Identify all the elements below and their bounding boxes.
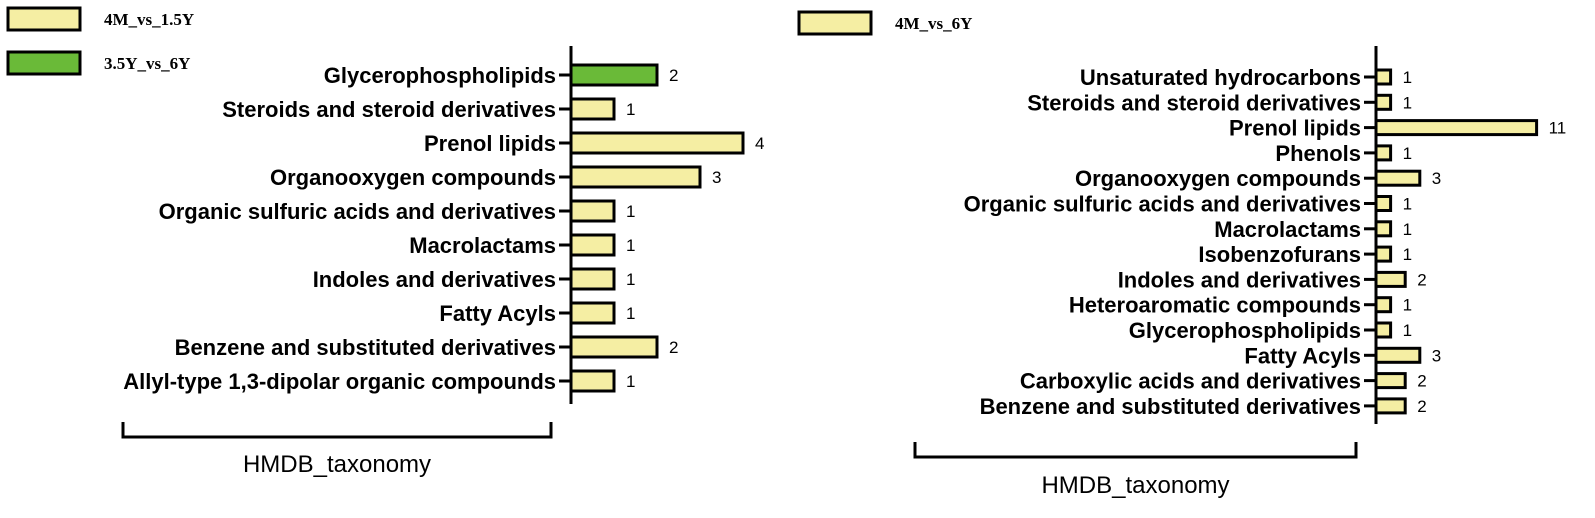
data-label: 1 (626, 202, 635, 221)
category-label: Phenols (1275, 141, 1361, 166)
category-label: Fatty Acyls (1244, 343, 1361, 368)
bar (1374, 372, 1407, 390)
data-label: 1 (626, 270, 635, 289)
category-label: Prenol lipids (424, 131, 556, 156)
category-label: Indoles and derivatives (1118, 267, 1361, 292)
bar (1374, 397, 1407, 415)
data-label: 3 (1432, 346, 1441, 365)
data-label: 3 (712, 168, 721, 187)
right-chart: 4M_vs_6Y Unsaturated hydrocarbons 1 Steroid… (797, 10, 1567, 499)
data-label: 1 (626, 236, 635, 255)
category-label: Allyl-type 1,3-dipolar organic compounds (123, 369, 556, 394)
bar (569, 267, 616, 291)
bar (1374, 220, 1393, 238)
bar (1374, 270, 1407, 288)
category-label: Organic sulfuric acids and derivatives (159, 199, 556, 224)
bar (569, 165, 702, 189)
category-label: Benzene and substituted derivatives (175, 335, 556, 360)
category-label: Glycerophospholipids (1129, 318, 1361, 343)
bar (1374, 119, 1539, 137)
bar (569, 233, 616, 257)
data-label: 2 (1417, 270, 1426, 289)
category-label: Organic sulfuric acids and derivatives (964, 192, 1361, 217)
category-label: Indoles and derivatives (313, 267, 556, 292)
left-chart: 4M_vs_1.5Y 3.5Y_vs_6Y Glycerophospholipids… (6, 6, 764, 478)
legend-label: 4M_vs_1.5Y (104, 10, 194, 29)
category-label: Macrolactams (409, 233, 556, 258)
bar (569, 335, 659, 359)
bar (1374, 346, 1422, 364)
category-label: Macrolactams (1214, 217, 1361, 242)
bar (1374, 68, 1393, 86)
category-label: Steroids and steroid derivatives (222, 97, 556, 122)
bar (1374, 195, 1393, 212)
category-label: Carboxylic acids and derivatives (1020, 369, 1361, 394)
data-label: 2 (1417, 397, 1426, 416)
data-label: 1 (1403, 296, 1412, 315)
data-label: 1 (1403, 321, 1412, 340)
legend-swatch (6, 50, 82, 76)
data-label: 11 (1549, 119, 1567, 138)
bar (1374, 296, 1393, 314)
data-label: 3 (1432, 169, 1441, 188)
bar (569, 97, 616, 121)
bar (569, 199, 616, 223)
data-label: 1 (626, 100, 635, 119)
data-label: 1 (1403, 245, 1412, 264)
legend-swatch (6, 6, 82, 32)
category-label: Benzene and substituted derivatives (980, 394, 1361, 419)
data-label: 1 (1403, 144, 1412, 163)
bar (569, 369, 616, 393)
category-label: Organooxygen compounds (1075, 166, 1361, 191)
data-label: 1 (1403, 68, 1412, 87)
category-label: Glycerophospholipids (324, 63, 556, 88)
bar (569, 131, 745, 155)
bar (1374, 245, 1393, 263)
group-label: HMDB_taxonomy (1041, 472, 1229, 499)
category-label: Heteroaromatic compounds (1069, 293, 1361, 318)
legend-swatch (797, 10, 873, 36)
data-label: 2 (669, 338, 678, 357)
category-label: Fatty Acyls (439, 301, 556, 326)
bar (569, 63, 659, 87)
category-label: Prenol lipids (1229, 116, 1361, 141)
data-label: 4 (755, 134, 764, 153)
category-label: Organooxygen compounds (270, 165, 556, 190)
data-label: 1 (626, 304, 635, 323)
legend-label: 3.5Y_vs_6Y (104, 54, 190, 73)
bar (569, 301, 616, 325)
data-label: 2 (1417, 372, 1426, 391)
category-label: Unsaturated hydrocarbons (1080, 65, 1361, 90)
data-label: 1 (1403, 93, 1412, 112)
group-label: HMDB_taxonomy (243, 451, 431, 478)
legend-label: 4M_vs_6Y (895, 14, 972, 33)
bar (1374, 144, 1393, 162)
data-label: 1 (1403, 195, 1412, 214)
bar (1374, 321, 1393, 339)
group-bracket (121, 422, 553, 439)
bar (1374, 169, 1422, 187)
data-label: 1 (1403, 220, 1412, 239)
data-label: 2 (669, 66, 678, 85)
data-label: 1 (626, 372, 635, 391)
group-bracket (913, 442, 1358, 459)
bar (1374, 93, 1393, 111)
category-label: Steroids and steroid derivatives (1027, 90, 1361, 115)
category-label: Isobenzofurans (1198, 242, 1361, 267)
